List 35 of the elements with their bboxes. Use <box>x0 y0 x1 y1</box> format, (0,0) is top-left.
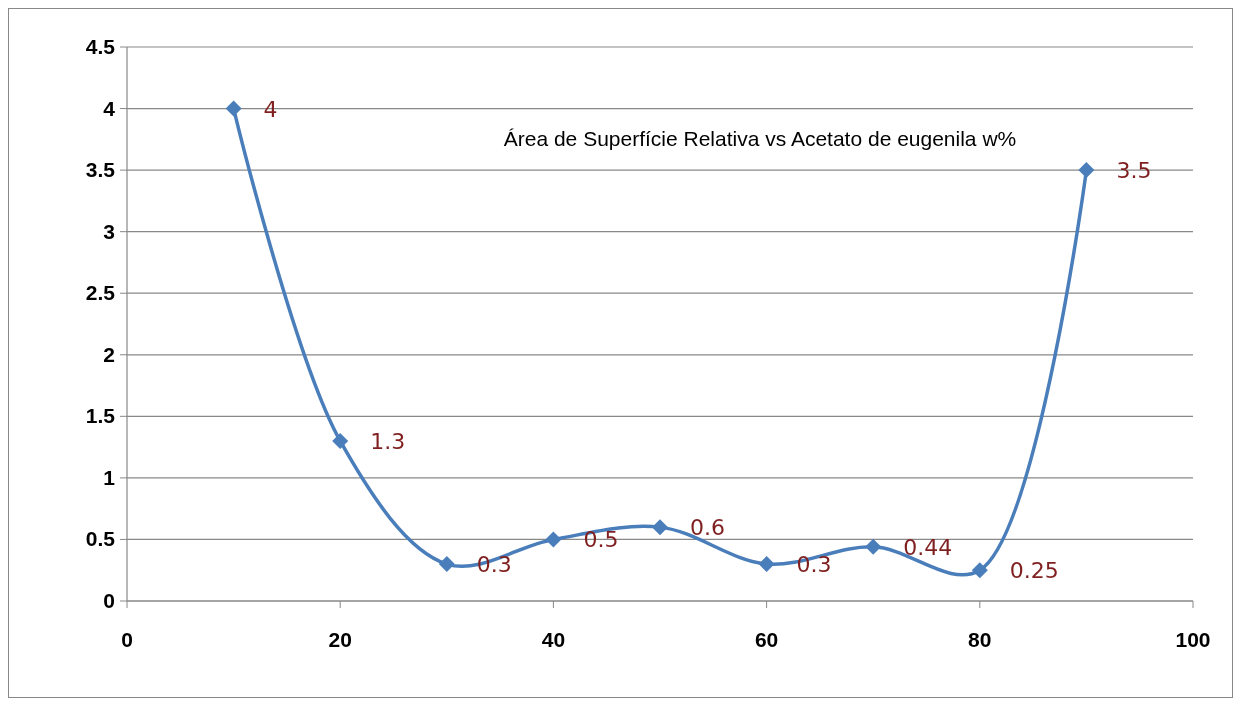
y-tick-label: 2 <box>103 342 115 366</box>
x-tick-label: 60 <box>754 628 779 651</box>
y-tick-label: 1.5 <box>85 404 116 428</box>
point <box>1078 162 1095 179</box>
data-label: 0.44 <box>903 534 953 560</box>
data-label: 0.3 <box>796 552 832 578</box>
data-label: 4 <box>263 96 278 122</box>
y-tick-label: 3 <box>103 219 115 243</box>
y-tick-label: 4 <box>103 96 116 120</box>
point <box>652 519 668 536</box>
data-label: 0.25 <box>1009 558 1059 584</box>
x-tick-label: 20 <box>328 628 352 651</box>
data-label: 1.3 <box>370 428 406 454</box>
point <box>758 556 775 573</box>
data-label: 0.5 <box>583 527 619 553</box>
text: Área de Superfície Relativa vs Acetato de eugenila w% <box>503 127 1017 150</box>
point <box>971 562 988 579</box>
y-tick-label: 0.5 <box>85 527 116 551</box>
data-label: 0.6 <box>690 515 725 541</box>
x-tick-label: 0 <box>121 628 133 651</box>
point <box>225 100 242 117</box>
data-label: 3.5 <box>1116 158 1152 184</box>
point <box>545 531 562 548</box>
point <box>332 432 349 449</box>
data-label: 0.3 <box>476 552 512 578</box>
x-tick-label: 100 <box>1175 628 1211 651</box>
point <box>865 538 882 555</box>
y-tick-label: 4.5 <box>85 35 116 58</box>
x-tick-label: 40 <box>541 628 566 651</box>
y-tick-label: 1 <box>103 465 116 489</box>
x-tick-label: 80 <box>968 628 992 651</box>
y-tick-label: 2.5 <box>85 281 116 305</box>
point <box>438 556 455 573</box>
y-tick-label: 0 <box>103 589 115 612</box>
y-tick-label: 3.5 <box>85 158 116 182</box>
